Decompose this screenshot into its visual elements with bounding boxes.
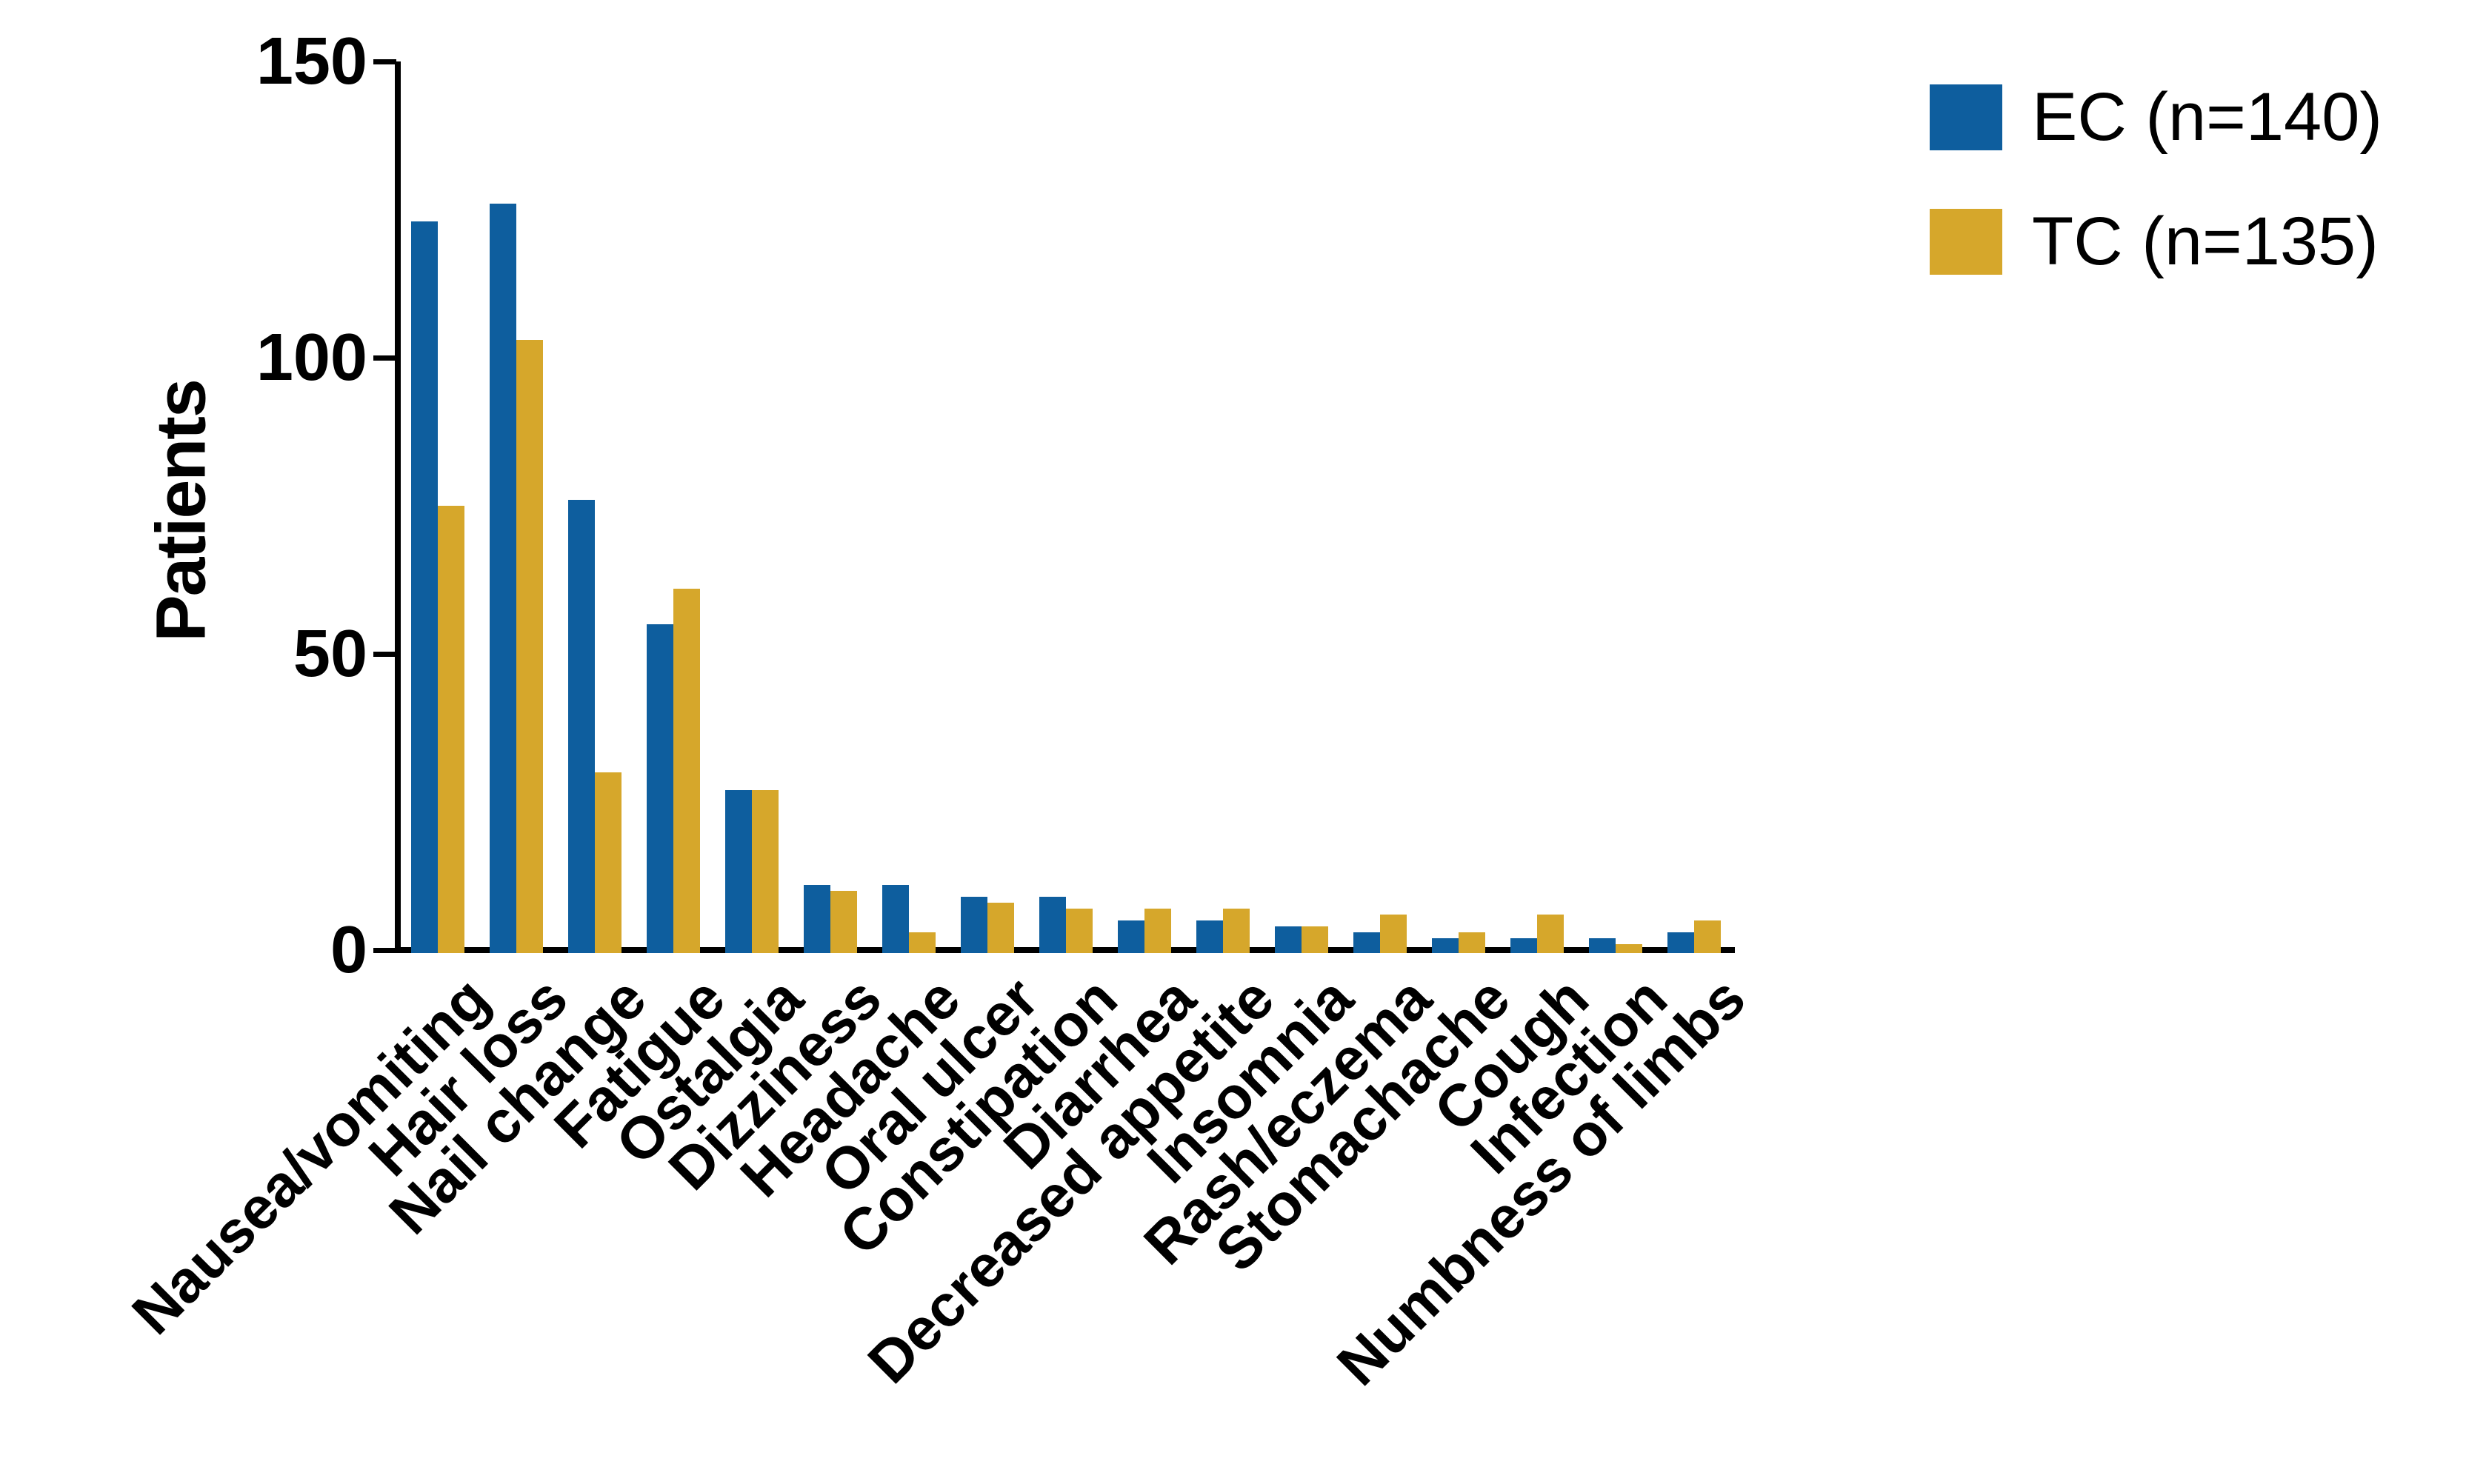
bar-tc-10 (1144, 909, 1171, 953)
bar-ec-8 (961, 897, 987, 953)
bar-tc-16 (1616, 944, 1642, 953)
y-tick-mark-100 (373, 355, 396, 361)
bar-tc-11 (1223, 909, 1250, 953)
y-tick-label-100: 100 (256, 321, 367, 395)
bar-tc-7 (909, 932, 936, 953)
bar-tc-8 (987, 903, 1014, 953)
bar-tc-17 (1694, 920, 1721, 953)
bar-ec-2 (490, 204, 516, 953)
y-tick-mark-150 (373, 59, 396, 64)
legend-label-tc: TC (n=135) (2032, 204, 2379, 279)
bar-tc-3 (595, 772, 622, 953)
bar-ec-6 (804, 885, 830, 953)
y-axis-line (395, 61, 401, 953)
bar-tc-14 (1459, 932, 1485, 953)
y-tick-label-50: 50 (293, 617, 367, 691)
y-tick-label-150: 150 (256, 24, 367, 98)
bar-tc-12 (1302, 926, 1328, 953)
bar-ec-4 (647, 624, 673, 953)
bar-ec-10 (1118, 920, 1144, 953)
bar-ec-11 (1196, 920, 1223, 953)
bar-tc-1 (438, 506, 464, 953)
y-axis-title: Patients (141, 380, 221, 642)
y-tick-mark-0 (373, 948, 396, 953)
bar-ec-16 (1589, 938, 1616, 953)
bar-ec-3 (568, 500, 595, 953)
bar-ec-12 (1275, 926, 1302, 953)
bar-ec-13 (1353, 932, 1380, 953)
y-tick-mark-50 (373, 652, 396, 657)
bar-ec-17 (1667, 932, 1694, 953)
bar-tc-4 (673, 589, 700, 953)
bar-ec-14 (1432, 938, 1459, 953)
bar-tc-13 (1380, 915, 1407, 953)
bar-ec-5 (725, 790, 752, 953)
bar-tc-6 (830, 891, 857, 953)
legend-swatch-tc (1930, 209, 2002, 275)
legend-label-ec: EC (n=140) (2032, 79, 2383, 155)
legend-swatch-ec (1930, 84, 2002, 150)
y-tick-label-0: 0 (330, 913, 367, 987)
bar-ec-7 (882, 885, 909, 953)
bar-ec-15 (1510, 938, 1537, 953)
bar-ec-9 (1039, 897, 1066, 953)
bar-ec-1 (411, 221, 438, 953)
bar-tc-9 (1066, 909, 1093, 953)
bar-tc-5 (752, 790, 779, 953)
bar-tc-15 (1537, 915, 1564, 953)
bar-tc-2 (516, 340, 543, 953)
